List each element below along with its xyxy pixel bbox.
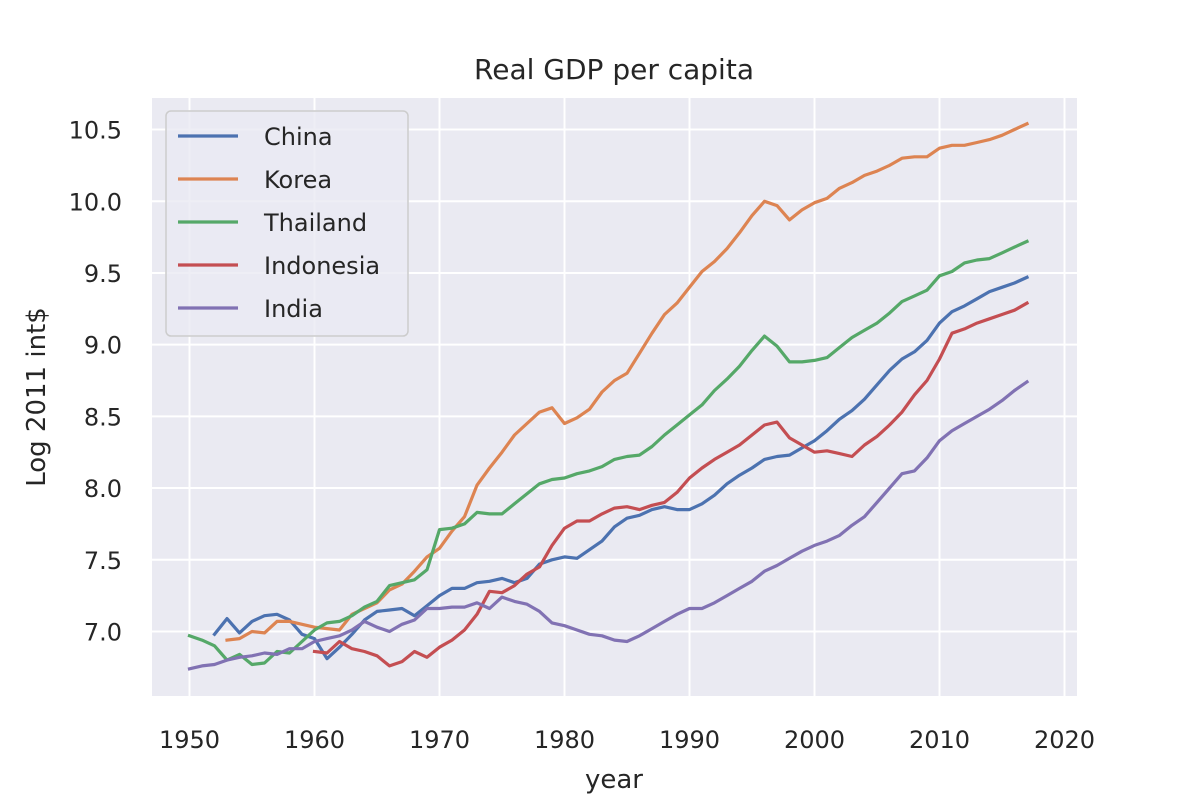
- y-tick-label: 10.5: [69, 117, 122, 145]
- legend-label-thailand: Thailand: [263, 209, 367, 237]
- x-axis-label: year: [585, 765, 643, 795]
- y-axis-label: Log 2011 int$: [22, 307, 52, 487]
- x-tick-label: 1950: [159, 726, 220, 754]
- y-tick-label: 8.5: [84, 403, 122, 431]
- legend: China Korea Thailand Indonesia India: [165, 110, 409, 337]
- y-tick-label: 9.0: [84, 332, 122, 360]
- y-tick-label: 7.5: [84, 547, 122, 575]
- legend-label-indonesia: Indonesia: [264, 252, 380, 280]
- series-line-indonesia: [312, 300, 1030, 668]
- x-tick-label: 1990: [659, 726, 720, 754]
- y-tick-label: 8.0: [84, 475, 122, 503]
- chart-title: Real GDP per capita: [474, 53, 754, 86]
- y-tick-label: 10.0: [69, 188, 122, 216]
- x-tick-labels: 1950 1960 1970 1980 1990 2000 2010 2020: [159, 726, 1095, 754]
- series-line-india: [187, 379, 1030, 671]
- legend-label-china: China: [264, 123, 333, 151]
- grid-lines: [152, 98, 1077, 696]
- x-tick-label: 1960: [284, 726, 345, 754]
- y-tick-labels: 7.0 7.5 8.0 8.5 9.0 9.5 10.0 10.5: [69, 117, 122, 647]
- x-tick-label: 2020: [1034, 726, 1095, 754]
- legend-label-korea: Korea: [264, 166, 332, 194]
- series-line-china: [212, 275, 1030, 661]
- series-lines: [187, 121, 1030, 671]
- x-tick-label: 2000: [784, 726, 845, 754]
- y-tick-label: 7.0: [84, 618, 122, 646]
- legend-label-india: India: [264, 295, 323, 323]
- x-tick-label: 2010: [909, 726, 970, 754]
- x-tick-label: 1980: [534, 726, 595, 754]
- y-tick-label: 9.5: [84, 260, 122, 288]
- legend-box: [165, 110, 409, 337]
- x-tick-label: 1970: [409, 726, 470, 754]
- series-line-thailand: [187, 239, 1030, 667]
